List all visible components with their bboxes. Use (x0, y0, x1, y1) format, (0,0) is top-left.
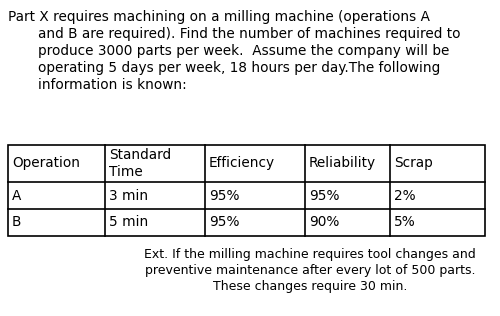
Text: Reliability: Reliability (309, 156, 376, 171)
Text: Part X requires machining on a milling machine (operations A: Part X requires machining on a milling m… (8, 10, 430, 24)
Text: 2%: 2% (394, 189, 415, 203)
Text: 95%: 95% (309, 189, 340, 203)
Text: information is known:: information is known: (38, 78, 187, 92)
Text: 95%: 95% (209, 189, 240, 203)
Text: produce 3000 parts per week.  Assume the company will be: produce 3000 parts per week. Assume the … (38, 44, 450, 58)
Text: A: A (12, 189, 22, 203)
Text: B: B (12, 216, 22, 229)
Text: These changes require 30 min.: These changes require 30 min. (213, 280, 407, 293)
Bar (8, 145, 485, 236)
Text: preventive maintenance after every lot of 500 parts.: preventive maintenance after every lot o… (145, 264, 475, 277)
Text: Ext. If the milling machine requires tool changes and: Ext. If the milling machine requires too… (144, 248, 476, 261)
Text: 3 min: 3 min (109, 189, 148, 203)
Text: 95%: 95% (209, 216, 240, 229)
Text: 5 min: 5 min (109, 216, 148, 229)
Text: Scrap: Scrap (394, 156, 433, 171)
Text: 5%: 5% (394, 216, 416, 229)
Text: Efficiency: Efficiency (209, 156, 275, 171)
Text: Standard
Time: Standard Time (109, 149, 171, 179)
Text: operating 5 days per week, 18 hours per day.The following: operating 5 days per week, 18 hours per … (38, 61, 440, 75)
Text: Operation: Operation (12, 156, 80, 171)
Text: and B are required). Find the number of machines required to: and B are required). Find the number of … (38, 27, 461, 41)
Text: 90%: 90% (309, 216, 340, 229)
